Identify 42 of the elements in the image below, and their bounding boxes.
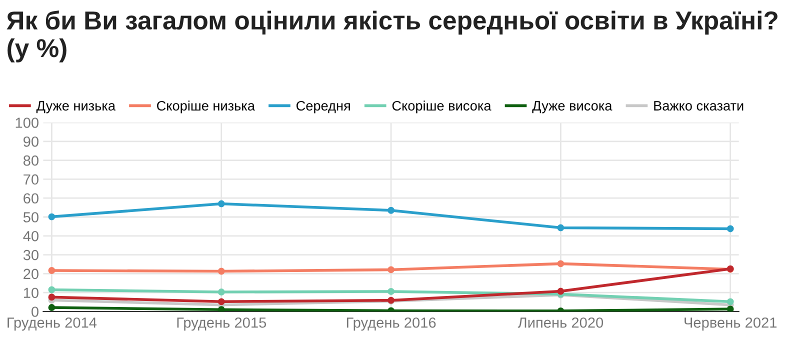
y-tick-label: 20 [24, 268, 38, 280]
y-tick-label: 10 [24, 288, 38, 298]
x-tick-label: Червень 2021 [684, 317, 777, 331]
point [48, 286, 56, 294]
y-tick-label: 70 [24, 174, 38, 185]
point [218, 200, 225, 208]
point [557, 224, 564, 232]
point [388, 288, 395, 295]
y-tick-label: 40 [23, 231, 38, 242]
point [48, 294, 56, 301]
point [48, 213, 56, 220]
x-tick-label: Грудень 2014 [8, 317, 97, 331]
legend-label: Дуже висока [532, 101, 612, 114]
legend-label: Середня [296, 100, 350, 114]
legend-label: Скоріше висока [392, 100, 492, 114]
point [48, 304, 56, 312]
x-tick-label: Грудень 2015 [177, 317, 266, 331]
point [726, 306, 734, 312]
y-tick-label: 90 [24, 136, 38, 147]
point [557, 288, 564, 295]
point [726, 225, 734, 232]
point [218, 298, 225, 306]
y-tick-label: 60 [24, 193, 38, 204]
point [48, 267, 56, 274]
point [388, 266, 395, 274]
y-tick-label: 50 [23, 212, 38, 222]
point [726, 298, 734, 306]
legend-label: Важко сказати [654, 101, 744, 111]
x-tick-label: Липень 2020 [518, 317, 604, 328]
legend-label: Скоріше низька [157, 100, 255, 114]
y-tick-label: 80 [23, 155, 38, 166]
point [218, 306, 225, 312]
chart-title: Як би Ви загалом оцінили якість середньої освіти в Україні? (у %) [6, 10, 778, 62]
point [557, 260, 564, 268]
legend-label: Дуже низька [36, 101, 116, 114]
point [388, 206, 395, 214]
point [218, 268, 225, 275]
y-tick-label: 30 [23, 250, 38, 260]
x-tick-label: Грудень 2016 [346, 317, 436, 331]
point [218, 288, 225, 296]
y-tick-label: 0 [32, 306, 38, 317]
y-tick-label: 100 [16, 118, 38, 128]
